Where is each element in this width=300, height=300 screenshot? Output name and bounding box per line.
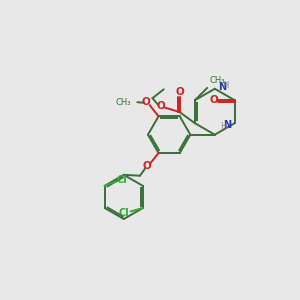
Text: N: N [219, 82, 227, 92]
Text: O: O [156, 101, 165, 111]
Text: O: O [142, 161, 151, 171]
Text: O: O [210, 95, 218, 105]
Text: H: H [220, 122, 227, 131]
Text: Cl: Cl [119, 208, 129, 218]
Text: N: N [223, 120, 231, 130]
Text: O: O [175, 87, 184, 97]
Text: H: H [223, 81, 229, 90]
Text: Cl: Cl [116, 175, 127, 185]
Text: CH₃: CH₃ [116, 98, 131, 107]
Text: CH₃: CH₃ [210, 76, 225, 85]
Text: O: O [142, 97, 150, 106]
